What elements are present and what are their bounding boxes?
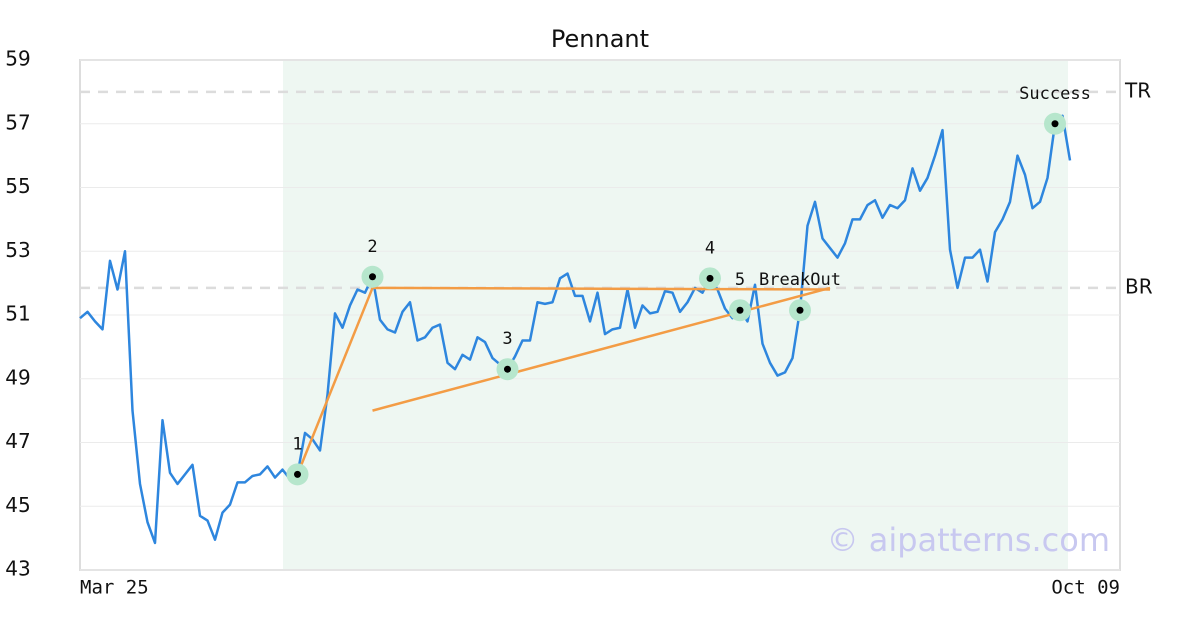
pattern-point-label: 3	[502, 329, 512, 349]
watermark: © aipatterns.com	[827, 521, 1110, 559]
pattern-point	[796, 306, 804, 314]
pattern-point	[504, 365, 511, 373]
y-tick-label: 47	[5, 429, 30, 453]
pattern-point	[369, 273, 376, 281]
y-tick-label: 59	[5, 47, 30, 71]
pattern-point-label: 1	[292, 434, 302, 454]
chart-title: Pennant	[551, 25, 649, 53]
trend-line	[372, 286, 831, 291]
pattern-point	[736, 306, 744, 314]
x-tick-label: Mar 25	[80, 577, 149, 599]
pattern-point-label: 4	[705, 238, 715, 258]
y-tick-label: 43	[5, 557, 30, 581]
trend-line	[296, 287, 374, 475]
y-tick-label: 51	[5, 302, 30, 326]
y-tick-label: 57	[5, 110, 30, 134]
price-line	[79, 114, 1072, 545]
pattern-point	[1051, 120, 1059, 128]
pattern-point-label: BreakOut	[759, 270, 841, 290]
pattern-point-label: 5	[735, 270, 745, 290]
y-tick-label: 55	[5, 174, 30, 198]
level-label: BR	[1125, 274, 1153, 298]
level-label: TR	[1124, 78, 1151, 102]
y-tick-label: 53	[5, 238, 30, 262]
pattern-point	[706, 274, 714, 282]
x-tick-label: Oct 09	[1051, 577, 1120, 599]
pattern-point	[294, 470, 301, 478]
pattern-point-label: 2	[367, 237, 377, 257]
trend-line	[372, 286, 831, 412]
y-tick-label: 45	[5, 493, 30, 517]
pattern-point-label: Success	[1019, 84, 1091, 104]
y-tick-label: 49	[5, 365, 30, 389]
